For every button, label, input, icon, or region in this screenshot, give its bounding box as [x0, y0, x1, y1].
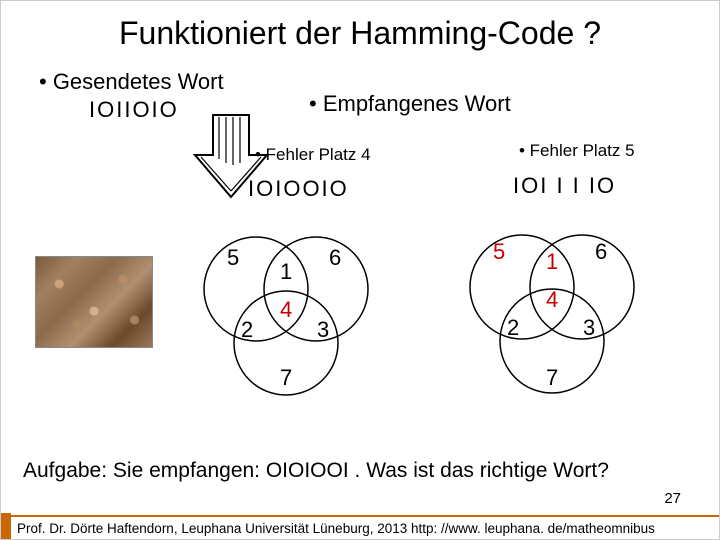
venn-right-6: 6 — [595, 239, 607, 264]
slide: Funktioniert der Hamming-Code ? • Gesend… — [0, 0, 720, 540]
task-text: Aufgabe: Sie empfangen: OIOIOOI . Was is… — [23, 459, 609, 483]
audience-photo — [35, 256, 153, 348]
venn-right: 5 1 6 4 2 3 7 — [447, 207, 657, 427]
venn-right-3: 3 — [583, 315, 595, 340]
err4-label: • Fehler Platz 4 — [255, 145, 371, 165]
venn-right-2: 2 — [507, 315, 519, 340]
venn-left-3: 3 — [317, 317, 329, 342]
venn-right-7: 7 — [546, 365, 558, 390]
venn-right-5: 5 — [493, 239, 505, 264]
err5-word: IOI I I IO — [513, 173, 616, 199]
sent-label: • Gesendetes Wort — [39, 69, 224, 95]
venn-left-1: 1 — [280, 259, 292, 284]
venn-left-6: 6 — [329, 245, 341, 270]
venn-left-4: 4 — [280, 297, 292, 322]
slide-title: Funktioniert der Hamming-Code ? — [1, 15, 719, 52]
venn-right-1: 1 — [546, 249, 558, 274]
sent-word: IOIIOIO — [89, 97, 179, 123]
venn-left: 5 1 6 4 2 3 7 — [181, 209, 391, 429]
recv-label: • Empfangenes Wort — [309, 91, 511, 117]
err5-label: • Fehler Platz 5 — [519, 141, 635, 161]
venn-left-2: 2 — [241, 317, 253, 342]
footer-accent-block — [1, 513, 11, 539]
venn-left-5: 5 — [227, 245, 239, 270]
err4-word: IOIOOIO — [248, 176, 349, 202]
venn-left-7: 7 — [280, 365, 292, 390]
page-number: 27 — [664, 490, 681, 507]
footer-text: Prof. Dr. Dörte Haftendorn, Leuphana Uni… — [17, 521, 655, 536]
venn-right-4: 4 — [546, 287, 558, 312]
